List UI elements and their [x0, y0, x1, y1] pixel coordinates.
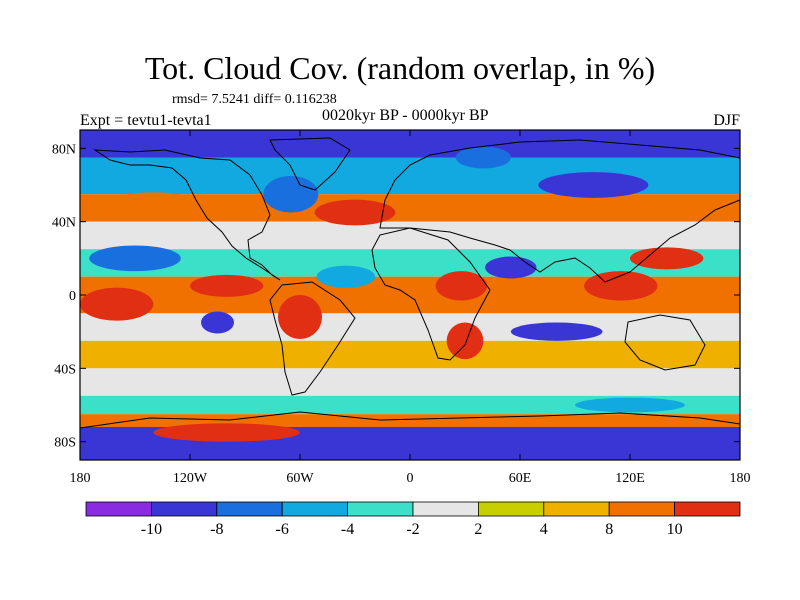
stats-label: rmsd= 7.5241 diff= 0.116238: [172, 92, 337, 107]
colorbar-swatch-3: [281, 501, 349, 517]
colorbar-label-7: 8: [605, 521, 613, 538]
anomaly-patch-9: [435, 271, 488, 301]
zonal-band-6: [80, 313, 740, 341]
colorbar-label-3: -4: [341, 521, 354, 538]
anomaly-patch-1: [107, 192, 200, 215]
season-label: DJF: [713, 112, 740, 129]
coastline-australia: [624, 314, 706, 371]
anomaly-patch-10: [485, 256, 537, 279]
colorbar-label-1: -8: [210, 521, 223, 538]
anomaly-patch-8: [201, 311, 234, 334]
colorbar: -10 -8 -6 -4 -2 2 4 8 10: [85, 501, 741, 538]
anomaly-patch-11: [510, 322, 603, 341]
anomaly-patch-12: [584, 271, 658, 301]
experiment-label: Expt = tevtu1-tevta1: [80, 112, 212, 129]
anomaly-patch-5: [314, 199, 396, 226]
anomaly-patch-18: [455, 146, 511, 169]
anomaly-patch-3: [80, 287, 154, 321]
colorbar-swatch-2: [216, 501, 283, 517]
colorbar-swatch-5: [412, 501, 479, 517]
colorbar-label-2: -6: [276, 521, 289, 538]
field-layer: [80, 130, 740, 460]
colorbar-label-0: -10: [141, 521, 162, 538]
axes: 180 120W 60W 0 60E 120E 180 80N 40N 0 40S 80S: [52, 130, 751, 486]
x-tick-label-3: 0: [407, 471, 414, 486]
x-tick-label-6: 180: [730, 471, 751, 486]
anomaly-patch-15: [538, 172, 649, 198]
coastline-north-america: [93, 149, 281, 281]
anomaly-patch-4: [263, 175, 319, 213]
coastlines: [80, 137, 740, 429]
y-tick-label-0: 80N: [52, 142, 76, 157]
colorbar-label-8: 10: [667, 521, 683, 538]
zonal-band-3: [80, 221, 740, 250]
colorbar-swatch-8: [608, 501, 676, 517]
chart-title: Tot. Cloud Cov. (random overlap, in %): [144, 50, 656, 86]
colorbar-swatch-7: [543, 501, 610, 517]
coastline-greenland: [269, 137, 351, 191]
coastline-south-america: [269, 281, 356, 396]
anomaly-patch-6: [316, 265, 376, 288]
y-tick-label-3: 40S: [54, 362, 76, 377]
colorbar-swatch-4: [347, 501, 414, 517]
anomaly-patch-0: [89, 245, 181, 272]
colorbar-swatch-6: [477, 501, 545, 517]
anomaly-patch-13: [630, 247, 704, 270]
y-tick-label-1: 40N: [52, 216, 76, 231]
x-tick-label-5: 120E: [615, 471, 645, 486]
zonal-band-9: [80, 395, 740, 415]
anomaly-patch-16: [575, 397, 685, 413]
colorbar-swatch-1: [150, 501, 218, 517]
anomaly-patch-2: [190, 274, 264, 297]
anomaly-patch-17: [153, 423, 300, 442]
colorbar-label-6: 4: [540, 521, 548, 538]
anomaly-patch-7: [278, 295, 322, 339]
x-tick-label-4: 60E: [509, 471, 532, 486]
coastline-antarctica: [80, 411, 740, 429]
x-tick-label-0: 180: [70, 471, 91, 486]
colorbar-swatch-0: [85, 501, 152, 517]
zonal-band-8: [80, 368, 740, 396]
anomaly-patch-14: [446, 322, 484, 360]
coastline-africa: [371, 227, 491, 361]
colorbar-label-5: 2: [474, 521, 482, 538]
zonal-band-10: [80, 414, 740, 427]
zonal-band-7: [80, 340, 740, 369]
y-tick-label-4: 80S: [54, 436, 76, 451]
period-label: 0020kyr BP - 0000kyr BP: [322, 107, 489, 124]
x-tick-label-2: 60W: [286, 471, 314, 486]
y-tick-label-2: 0: [69, 289, 76, 304]
x-tick-label-1: 120W: [173, 471, 208, 486]
coastline-eurasia: [379, 139, 740, 283]
colorbar-label-4: -2: [406, 521, 419, 538]
colorbar-swatch-9: [674, 501, 741, 517]
